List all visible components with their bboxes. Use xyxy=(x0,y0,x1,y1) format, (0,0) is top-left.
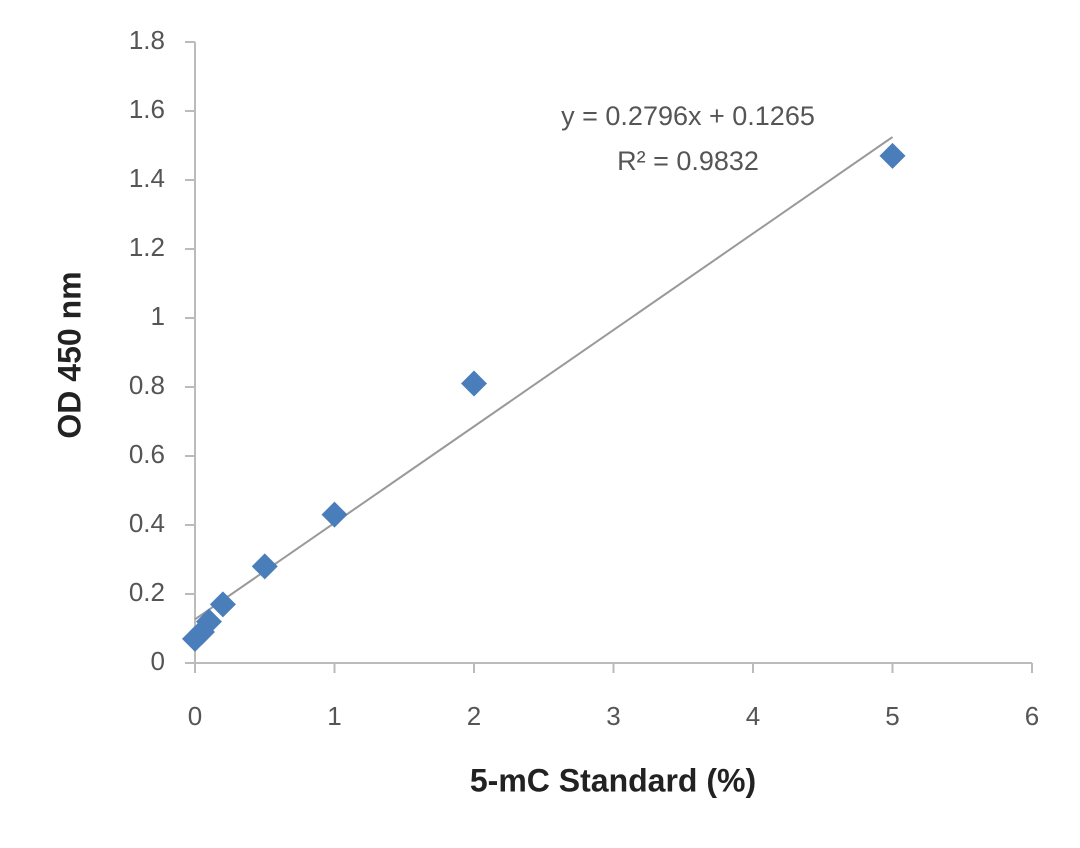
data-point xyxy=(195,608,222,635)
y-tick-label: 0.2 xyxy=(129,577,165,607)
data-point xyxy=(879,142,906,169)
y-tick-label: 0.8 xyxy=(129,370,165,400)
y-tick-label: 1.4 xyxy=(129,163,165,193)
data-point xyxy=(321,501,348,528)
x-tick-label: 6 xyxy=(1025,701,1039,731)
data-point xyxy=(209,591,236,618)
x-tick-label: 5 xyxy=(885,701,899,731)
x-tick-label: 3 xyxy=(606,701,620,731)
y-tick-label: 1.2 xyxy=(129,232,165,262)
y-tick-label: 0 xyxy=(151,646,165,676)
trendline xyxy=(194,136,894,621)
x-tick-label: 4 xyxy=(746,701,760,731)
trendline-equation: y = 0.2796x + 0.1265 xyxy=(561,101,815,131)
x-tick-label: 1 xyxy=(327,701,341,731)
x-tick-label: 2 xyxy=(467,701,481,731)
y-tick-label: 1.8 xyxy=(129,25,165,55)
data-point xyxy=(251,553,278,580)
data-point xyxy=(461,370,487,397)
x-axis-title: 5-mC Standard (%) xyxy=(470,762,756,798)
y-tick-label: 1 xyxy=(151,301,165,331)
y-tick-label: 0.4 xyxy=(129,508,165,538)
y-tick-label: 1.6 xyxy=(129,94,165,124)
y-axis-title: OD 450 nm xyxy=(51,271,87,438)
y-tick-label: 0.6 xyxy=(129,439,165,469)
x-tick-label: 0 xyxy=(188,701,202,731)
r-squared: R² = 0.9832 xyxy=(617,146,759,176)
